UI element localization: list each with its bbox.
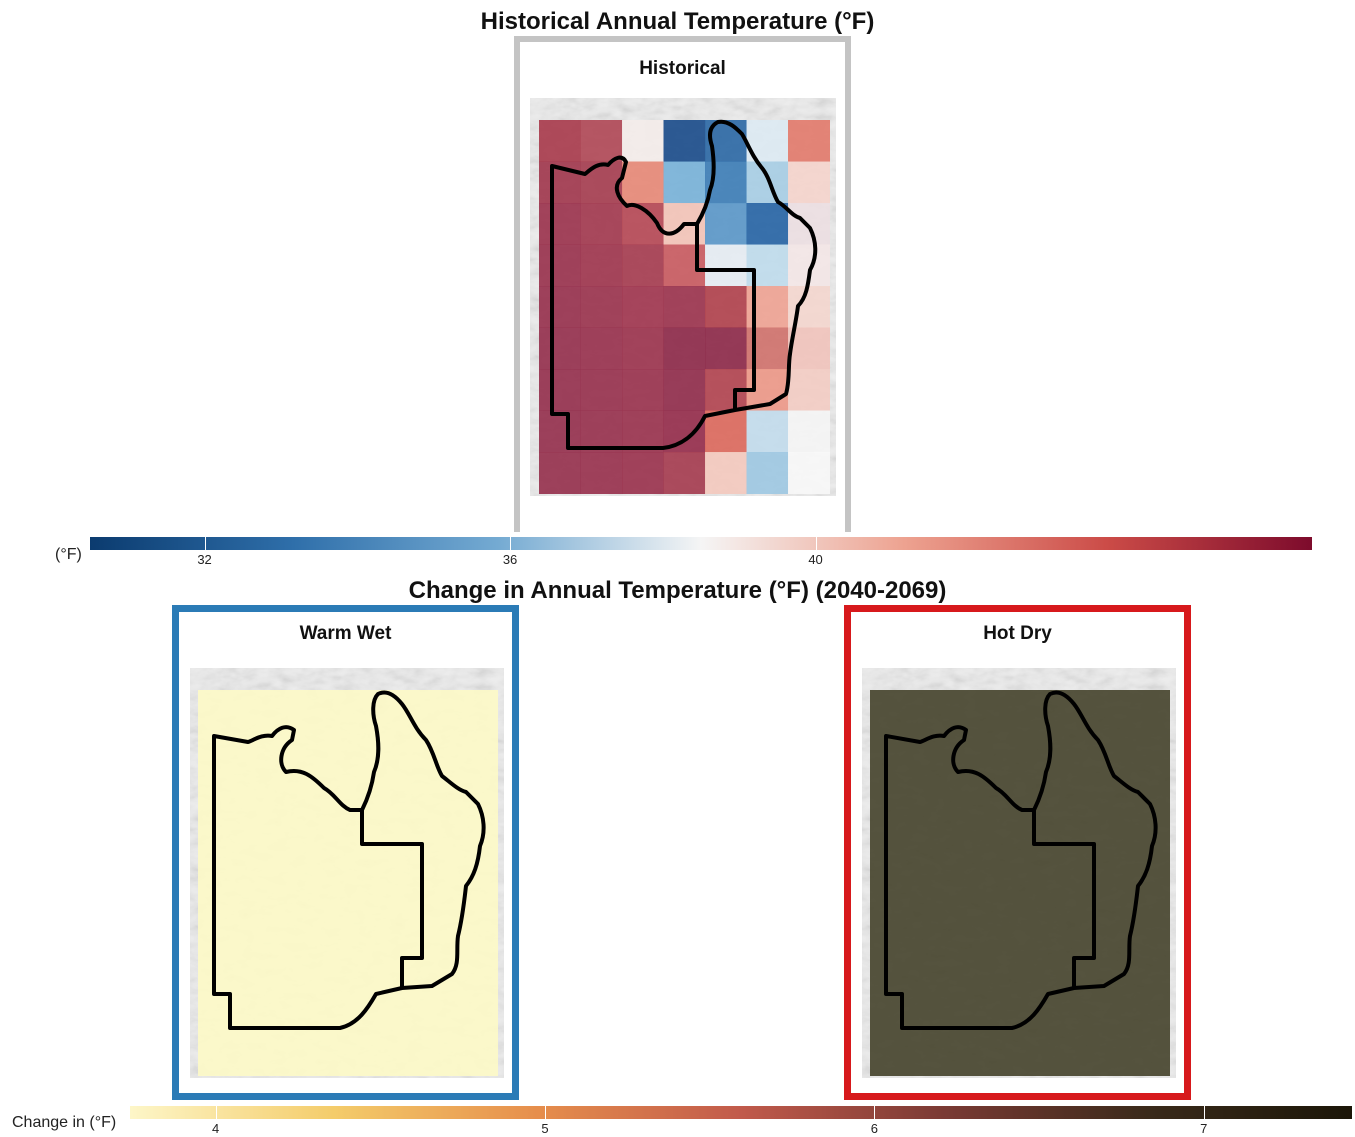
grid-cell: [788, 120, 830, 162]
grid-cell: [663, 244, 706, 287]
grid-cell: [539, 286, 581, 328]
grid-cell: [539, 120, 581, 162]
historical-map-svg: [530, 98, 836, 496]
grid-cell: [622, 410, 664, 453]
grid-cell: [705, 286, 747, 328]
colorbar-tick-label: 32: [197, 552, 212, 567]
historical-colorbar-title: (°F): [55, 546, 82, 563]
grid-cell: [539, 369, 581, 411]
grid-cell: [622, 452, 664, 494]
hot-dry-map-svg: [862, 668, 1176, 1078]
grid-cell: [539, 327, 581, 370]
historical-panel-label: Historical: [639, 58, 726, 79]
colorbar-tick-label: 5: [541, 1121, 549, 1136]
grid-cell: [580, 327, 623, 370]
grid-cell: [746, 203, 789, 245]
grid-cell: [746, 161, 789, 204]
hot-dry-panel-label: Hot Dry: [983, 623, 1052, 644]
grid-cell: [580, 203, 623, 245]
grid-cell: [622, 369, 664, 411]
grid-cell: [580, 452, 623, 494]
grid-cell: [788, 410, 830, 453]
grid-cell: [705, 203, 747, 245]
colorbar-tick-label: 7: [1200, 1121, 1208, 1136]
grid-cell: [622, 161, 664, 204]
colorbar-tick: [1203, 1106, 1205, 1119]
grid-cell: [788, 452, 830, 494]
colorbar-tick: [874, 1106, 876, 1119]
change-title: Change in Annual Temperature (°F) (2040-…: [408, 577, 947, 604]
hot-dry-change-fill: [870, 690, 1170, 1076]
grid-cell: [746, 410, 789, 453]
hot-dry-map: [862, 668, 1176, 1078]
warm-wet-change-fill: [198, 690, 498, 1076]
grid-cell: [663, 327, 706, 370]
colorbar-tick: [545, 1106, 547, 1119]
grid-cell: [663, 161, 706, 204]
grid-cell: [580, 244, 623, 287]
colorbar-tick: [815, 537, 817, 550]
change-colorbar: [130, 1106, 1352, 1119]
grid-cell: [539, 410, 581, 453]
park-boundary: [884, 690, 1158, 1030]
warm-wet-map: [190, 668, 504, 1078]
park-boundary: [212, 690, 486, 1030]
grid-cell: [580, 286, 623, 328]
colorbar-tick-label: 36: [502, 552, 518, 567]
grid-cell: [788, 203, 830, 245]
grid-cell: [705, 452, 747, 494]
grid-cell: [746, 452, 789, 494]
grid-cell: [622, 327, 664, 370]
grid-cell: [705, 410, 747, 453]
grid-cell: [580, 161, 623, 204]
change-colorbar-title: Change in (°F): [12, 1114, 117, 1131]
grid-cell: [580, 120, 623, 162]
warm-wet-map-svg: [190, 668, 504, 1078]
historical-map: [530, 98, 836, 496]
grid-cell: [663, 286, 706, 328]
grid-cell: [663, 369, 706, 411]
grid-cell: [622, 286, 664, 328]
grid-cell: [580, 410, 623, 453]
grid-cell: [622, 120, 664, 162]
colorbar-tick: [215, 1106, 217, 1119]
grid-cell: [788, 161, 830, 204]
grid-cell: [705, 327, 747, 370]
grid-cell: [539, 203, 581, 245]
colorbar-tick: [510, 537, 512, 550]
grid-cell: [788, 369, 830, 411]
historical-colorbar: [90, 537, 1312, 550]
colorbar-tick-label: 6: [870, 1121, 879, 1136]
colorbar-tick-label: 40: [808, 552, 823, 567]
grid-cell: [539, 244, 581, 287]
colorbar-tick-label: 4: [212, 1121, 220, 1136]
grid-cell: [622, 244, 664, 287]
historical-title: Historical Annual Temperature (°F): [480, 8, 875, 35]
grid-cell: [663, 120, 706, 162]
warm-wet-panel-label: Warm Wet: [299, 623, 392, 644]
grid-cell: [539, 452, 581, 494]
colorbar-tick: [204, 537, 206, 550]
temperature-grid: [539, 120, 830, 494]
grid-cell: [705, 244, 747, 287]
park-boundary: [550, 119, 818, 450]
grid-cell: [663, 452, 706, 494]
grid-cell: [580, 369, 623, 411]
